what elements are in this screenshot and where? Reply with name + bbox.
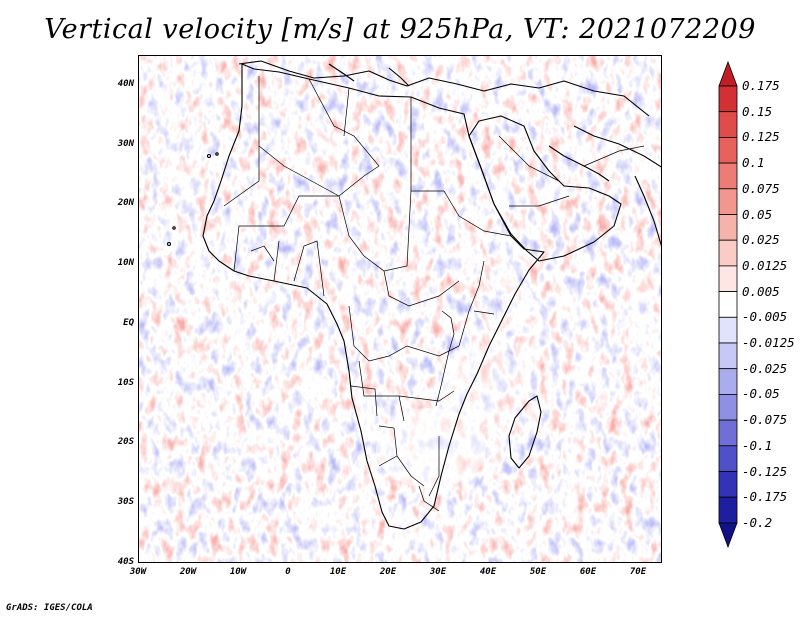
madagascar-coastline [508, 395, 542, 469]
colorbar-label: -0.05 [742, 386, 780, 402]
colorbar-swatch [718, 368, 738, 395]
colorbar-label: 0.15 [742, 103, 773, 119]
lon-label-20e: 20E [379, 567, 397, 577]
colorbar-swatch [718, 136, 738, 164]
lat-label-30n: 30N [117, 139, 134, 149]
colorbar-swatch [718, 239, 738, 267]
lon-label-30e: 30E [429, 567, 447, 577]
colorbar-swatch [718, 419, 738, 447]
lon-label-20w: 20W [179, 567, 197, 577]
colorbar-swatch [718, 445, 738, 472]
colorbar-swatch [718, 214, 738, 241]
colorbar-label: -0.125 [742, 463, 788, 479]
colorbar-bottom-arrow [718, 522, 738, 549]
colorbar-label: 0.005 [742, 283, 780, 299]
colorbar-swatch [718, 393, 738, 421]
colorbar-label: 0.0125 [742, 257, 788, 273]
colorbar-label: 0.025 [742, 232, 780, 248]
colorbar-label: -0.0125 [742, 335, 795, 350]
lat-label-20s: 20S [117, 437, 134, 447]
lat-label-10s: 10S [117, 378, 134, 388]
colorbar-swatch [718, 111, 738, 138]
colorbar-label: -0.175 [742, 489, 788, 505]
map-panel [138, 55, 662, 563]
lat-label-30s: 30S [117, 497, 134, 507]
lat-label-10n: 10N [117, 258, 134, 268]
colorbar-label: 0.05 [742, 206, 773, 222]
colorbar-label: -0.025 [742, 360, 788, 376]
lon-label-60e: 60E [579, 567, 597, 577]
colorbar-label: -0.2 [742, 514, 773, 530]
lat-label-40s: 40S [117, 557, 134, 567]
chart-title: Vertical velocity [m/s] at 925hPa, VT: 2… [44, 14, 756, 45]
colorbar-swatch [718, 188, 738, 215]
lon-label-0: 0 [285, 567, 291, 577]
colorbar-label: -0.005 [742, 309, 788, 325]
lat-label-20n: 20N [117, 198, 134, 208]
map-svg [139, 56, 661, 562]
colorbar-label: 0.175 [742, 78, 780, 93]
arabia-coastline [468, 115, 622, 262]
country-borders [223, 76, 645, 512]
colorbar-swatch [718, 291, 738, 318]
colorbar-label: 0.075 [742, 180, 780, 196]
colorbar-label: 0.125 [742, 129, 780, 145]
colorbar-swatch [718, 316, 738, 344]
colorbar-swatch [718, 85, 738, 113]
vertical-velocity-field [139, 56, 661, 562]
lon-label-30w: 30W [129, 567, 147, 577]
colorbar-swatch [718, 265, 738, 292]
colorbar-top-arrow [718, 60, 738, 87]
colorbar-swatch [718, 496, 738, 524]
africa-coastline [202, 63, 545, 530]
colorbar-label: -0.1 [742, 437, 773, 453]
footer-credit: GrADS: IGES/COLA [6, 603, 93, 613]
lon-label-10e: 10E [329, 567, 347, 577]
colorbar-swatch [718, 471, 738, 498]
lon-label-10w: 10W [229, 567, 247, 577]
colorbar-swatch [718, 342, 738, 370]
coastlines [166, 60, 661, 530]
colorbar-label: 0.1 [742, 155, 765, 171]
lat-label-40n: 40N [117, 79, 134, 89]
lon-label-70e: 70E [629, 567, 647, 577]
colorbar-label: -0.075 [742, 412, 788, 428]
colorbar-swatch [718, 162, 738, 190]
lon-label-50e: 50E [529, 567, 547, 577]
lat-label-eq: EQ [123, 318, 134, 328]
lon-label-40e: 40E [479, 567, 497, 577]
